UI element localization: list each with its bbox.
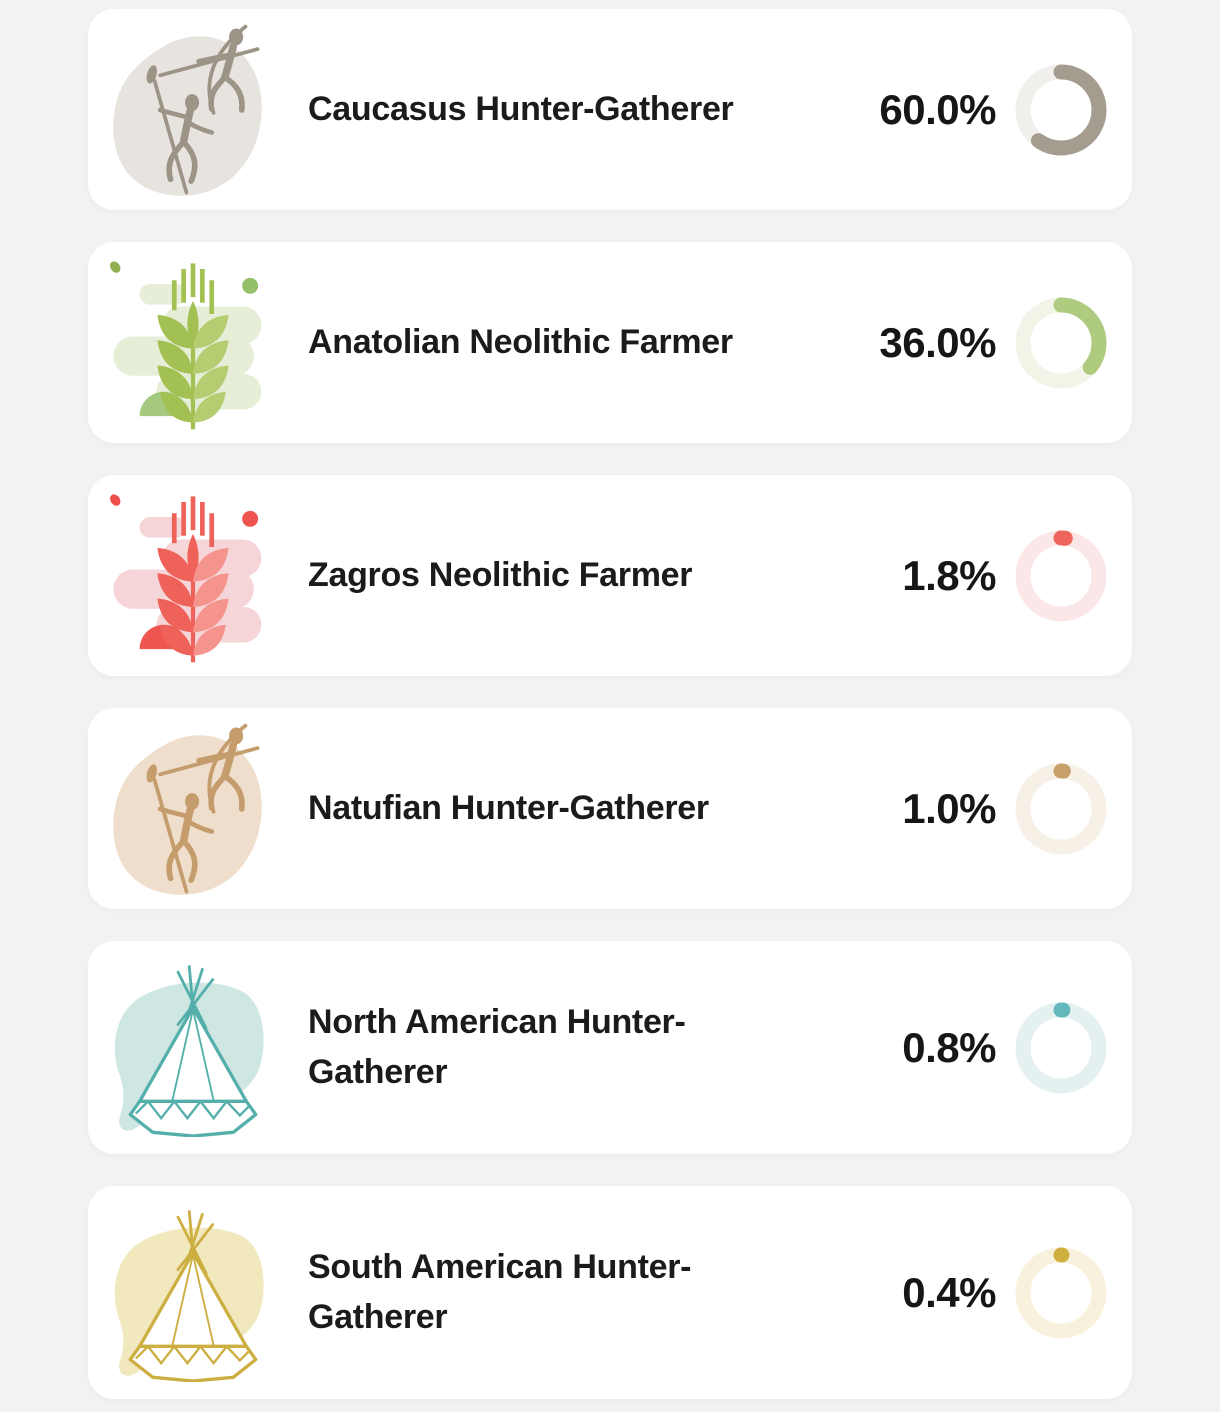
wheat-icon <box>104 487 282 665</box>
ancestry-card[interactable]: Zagros Neolithic Farmer 1.8% <box>88 475 1132 676</box>
ancestry-card[interactable]: Anatolian Neolithic Farmer 36.0% <box>88 242 1132 443</box>
ancestry-card[interactable]: Natufian Hunter-Gatherer 1.0% <box>88 708 1132 909</box>
ancestry-percent: 1.8% <box>902 551 996 599</box>
percent-ring <box>1014 1001 1108 1095</box>
percent-ring <box>1014 1246 1108 1340</box>
ancestry-label: Zagros Neolithic Farmer <box>308 555 693 594</box>
ancestry-percent: 60.0% <box>879 85 996 133</box>
percent-ring <box>1014 762 1108 856</box>
tipi-icon <box>104 959 282 1137</box>
percent-ring <box>1014 529 1108 623</box>
ancestry-card[interactable]: Caucasus Hunter-Gatherer 60.0% <box>88 9 1132 210</box>
hunters-icon <box>104 720 282 898</box>
ancestry-percent: 0.8% <box>902 1023 996 1071</box>
ancestry-card[interactable]: North American Hunter-Gatherer 0.8% <box>88 941 1132 1154</box>
hunters-icon <box>104 21 282 199</box>
ancestry-percent: 36.0% <box>879 318 996 366</box>
tipi-icon <box>104 1204 282 1382</box>
percent-ring <box>1014 63 1108 157</box>
percent-ring <box>1014 296 1108 390</box>
ancestry-label: North American Hunter-Gatherer <box>308 1003 686 1091</box>
ancestry-label: Caucasus Hunter-Gatherer <box>308 89 734 128</box>
ancestry-label: Anatolian Neolithic Farmer <box>308 322 733 361</box>
ancestry-card[interactable]: South American Hunter-Gatherer 0.4% <box>88 1186 1132 1399</box>
ancestry-percent: 0.4% <box>902 1268 996 1316</box>
wheat-icon <box>104 254 282 432</box>
ancestry-label: South American Hunter-Gatherer <box>308 1248 692 1336</box>
ancestry-percent: 1.0% <box>902 784 996 832</box>
ancestry-label: Natufian Hunter-Gatherer <box>308 788 709 827</box>
